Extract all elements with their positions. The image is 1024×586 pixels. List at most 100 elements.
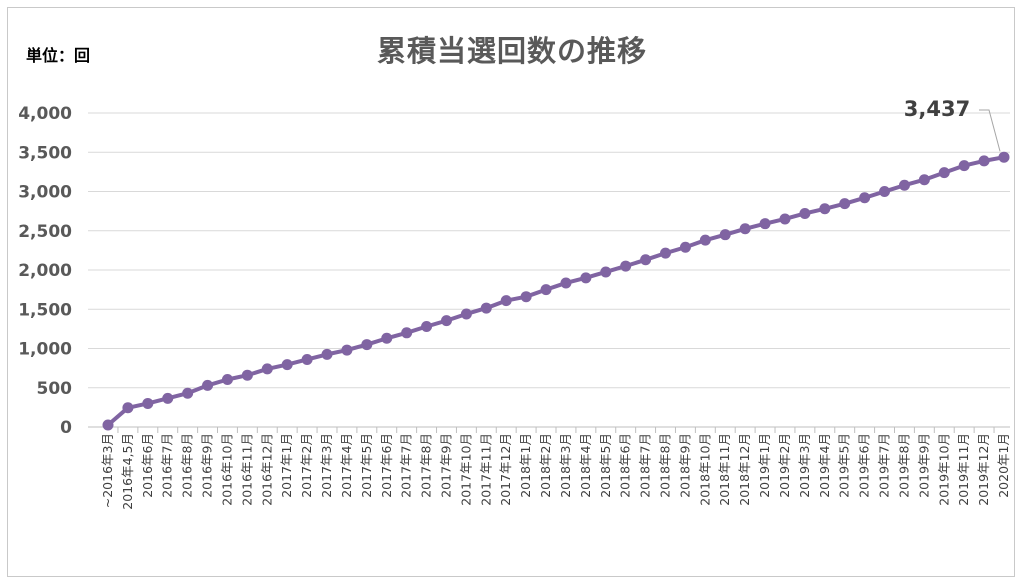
x-tick-label: 2017年6月 [379, 433, 394, 498]
x-tick-label: 2018年2月 [538, 433, 553, 498]
data-point [779, 213, 791, 225]
data-point [679, 241, 691, 253]
data-point [938, 167, 950, 179]
x-tick-label: 2019年4月 [817, 433, 832, 498]
data-point [839, 198, 851, 210]
x-tick-label: 2016年9月 [200, 433, 215, 498]
data-point [998, 151, 1010, 163]
data-point [560, 277, 572, 289]
data-point [221, 374, 233, 386]
data-point [321, 348, 333, 360]
y-tick-label: 2,000 [18, 261, 72, 281]
data-point [879, 186, 891, 197]
data-point [859, 192, 871, 204]
data-point [520, 291, 532, 303]
x-tick-label: 2017年3月 [319, 433, 334, 498]
data-point [620, 260, 632, 272]
data-point [301, 353, 313, 365]
chart-title: 累積当選回数の推移 [376, 34, 647, 68]
x-tick-label: 2017年1月 [279, 433, 294, 498]
x-tick-label: 2017年11月 [478, 433, 493, 506]
x-tick-label: 2019年1月 [757, 433, 772, 498]
y-tick-label: 4,000 [18, 104, 72, 124]
data-point [182, 387, 194, 399]
x-tick-label: 2016年7月 [160, 433, 175, 498]
y-tick-label: 3,000 [18, 183, 72, 203]
x-tick-label: 2020年1月 [996, 433, 1011, 498]
data-point [102, 419, 114, 431]
x-tick-label: 2019年12月 [976, 433, 991, 506]
unit-label: 単位：回 [26, 46, 91, 65]
data-point [699, 234, 711, 246]
data-point [401, 327, 413, 339]
data-point [241, 369, 253, 381]
x-tick-label: 2017年9月 [438, 433, 453, 498]
data-point [978, 155, 990, 167]
data-point [739, 223, 751, 235]
data-point [640, 254, 652, 266]
x-tick-label: 2018年9月 [677, 433, 692, 498]
y-tick-label: 500 [37, 379, 73, 399]
data-point [759, 218, 771, 230]
data-point [122, 402, 134, 414]
x-tick-label: 2018年8月 [658, 433, 673, 498]
data-point [162, 392, 174, 404]
y-tick-label: 0 [60, 418, 72, 438]
chart-frame [7, 7, 1015, 577]
data-point [421, 321, 433, 333]
data-point [261, 363, 273, 375]
x-tick-label: 2016年12月 [259, 433, 274, 506]
x-tick-label: 2019年5月 [837, 433, 852, 498]
data-point [440, 315, 452, 327]
x-tick-label: 2017年10月 [458, 433, 473, 506]
x-tick-label: 2017年12月 [498, 433, 513, 506]
data-point [142, 397, 154, 409]
x-tick-label: 2018年4月 [578, 433, 593, 498]
y-tick-label: 1,000 [18, 340, 72, 360]
x-tick-label: 2018年12月 [737, 433, 752, 506]
data-point [719, 229, 731, 241]
data-label-leader [979, 109, 1001, 152]
x-tick-label: ~2016年3月 [100, 433, 115, 508]
y-tick-label: 2,500 [18, 222, 72, 242]
x-tick-label: 2019年2月 [777, 433, 792, 498]
x-tick-label: 2016年10月 [219, 433, 234, 506]
x-tick-label: 2018年6月 [618, 433, 633, 498]
x-tick-label: 2017年2月 [299, 433, 314, 498]
x-tick-label: 2017年8月 [419, 433, 434, 498]
y-tick-label: 1,500 [18, 300, 72, 320]
x-tick-label: 2019年6月 [857, 433, 872, 498]
x-tick-label: 2018年5月 [598, 433, 613, 498]
data-point [898, 179, 910, 191]
x-tick-label: 2016年4,5月 [120, 433, 135, 510]
data-point [600, 266, 612, 278]
data-point [202, 379, 214, 391]
x-tick-label: 2017年4月 [339, 433, 354, 498]
data-point [361, 339, 373, 351]
data-point [580, 272, 592, 284]
x-tick-label: 2019年11月 [956, 433, 971, 506]
x-tick-label: 2018年3月 [558, 433, 573, 498]
series-line [106, 155, 1005, 427]
x-tick-label: 2018年1月 [518, 433, 533, 498]
y-tick-label: 3,500 [18, 143, 72, 163]
data-point [819, 203, 831, 215]
data-label: 3,437 [904, 97, 970, 121]
data-point [799, 207, 811, 219]
data-point [281, 359, 293, 371]
data-point [660, 247, 672, 259]
x-tick-label: 2018年11月 [717, 433, 732, 506]
x-tick-label: 2017年7月 [399, 433, 414, 498]
x-tick-label: 2016年11月 [239, 433, 254, 506]
data-point [958, 160, 970, 172]
data-point [480, 302, 492, 314]
data-point [381, 332, 393, 344]
x-tick-label: 2018年10月 [697, 433, 712, 506]
data-point [341, 344, 353, 356]
x-tick-label: 2019年10月 [936, 433, 951, 506]
data-point [540, 284, 552, 296]
x-tick-label: 2019年3月 [797, 433, 812, 498]
x-tick-label: 2017年5月 [359, 433, 374, 498]
x-tick-label: 2016年6月 [140, 433, 155, 498]
